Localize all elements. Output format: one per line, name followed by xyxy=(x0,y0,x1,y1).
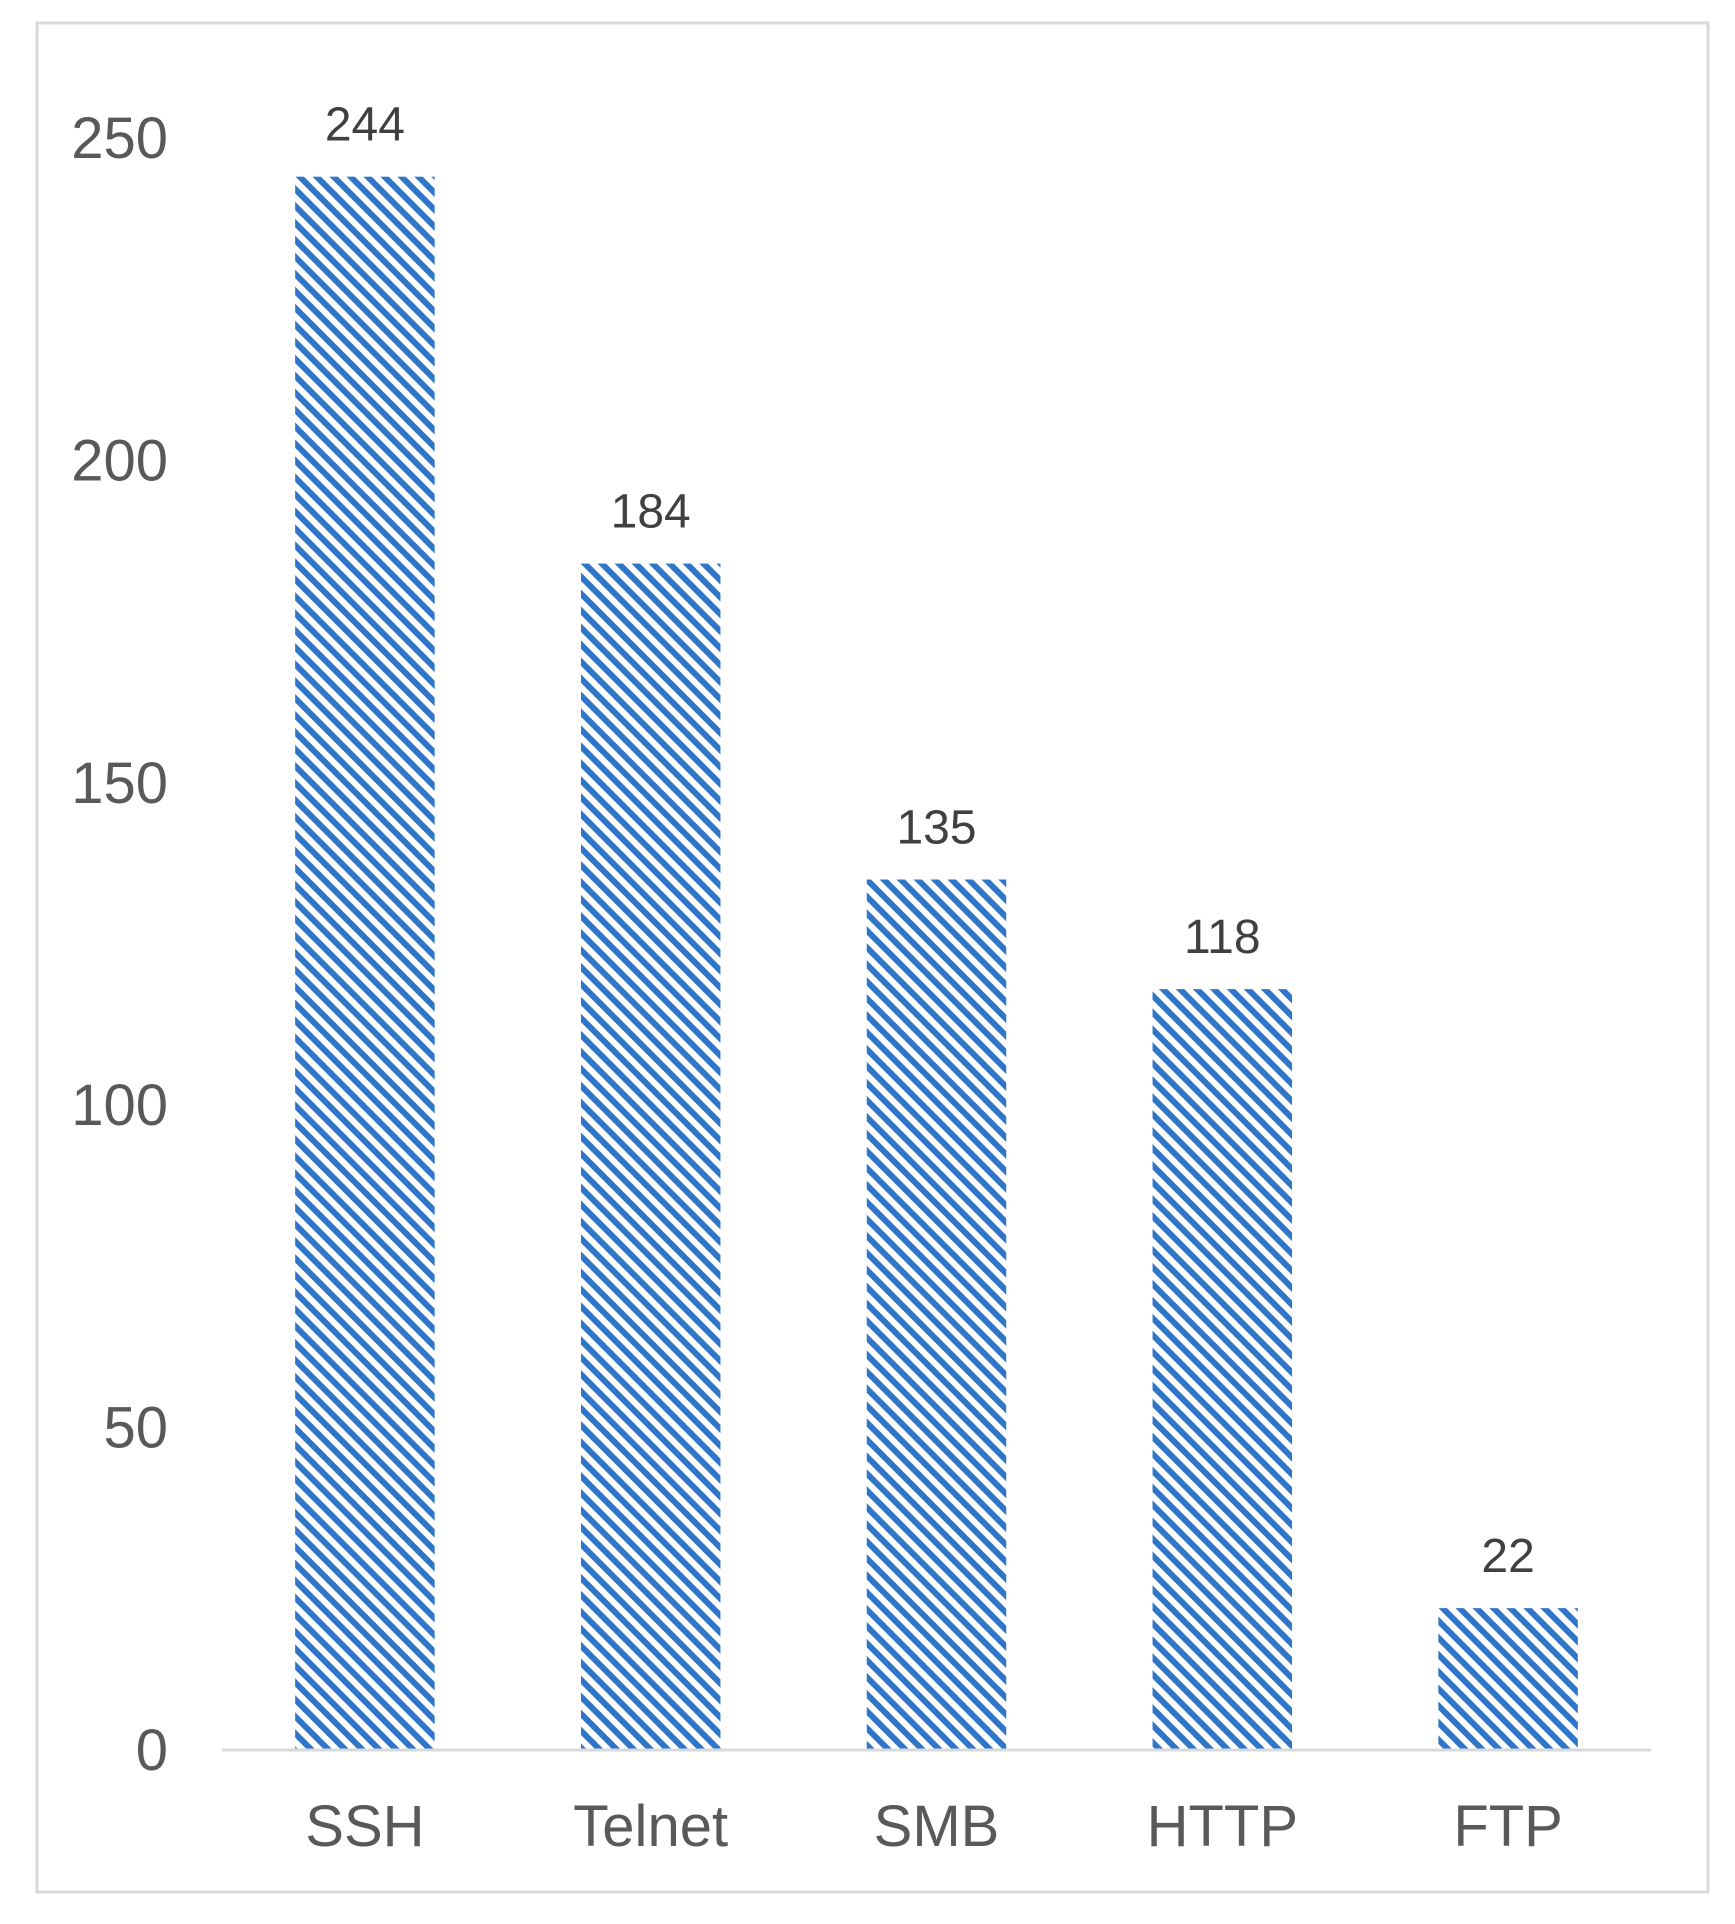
x-category-label: HTTP xyxy=(1147,1794,1298,1859)
data-label: 118 xyxy=(1184,911,1261,964)
y-tick-label: 0 xyxy=(136,1718,168,1783)
x-axis: SSH Telnet SMB HTTP FTP xyxy=(305,1794,1563,1859)
x-category-label: SMB xyxy=(874,1794,1000,1859)
bar-ftp xyxy=(1438,1608,1578,1750)
bars-group xyxy=(295,176,1578,1751)
data-label: 22 xyxy=(1481,1530,1534,1583)
y-tick-label: 250 xyxy=(71,106,168,171)
x-category-label: SSH xyxy=(305,1794,424,1859)
data-label: 244 xyxy=(325,99,405,152)
y-tick-label: 150 xyxy=(71,751,168,816)
y-axis: 0 50 100 150 200 250 xyxy=(71,106,168,1783)
x-category-label: Telnet xyxy=(573,1794,728,1859)
y-tick-label: 100 xyxy=(71,1073,168,1138)
y-tick-label: 50 xyxy=(103,1396,168,1461)
data-labels-group: 244 184 135 118 22 xyxy=(325,99,1535,1583)
data-label: 184 xyxy=(611,486,691,539)
data-label: 135 xyxy=(896,802,976,855)
bar-smb xyxy=(866,879,1007,1750)
bar-http xyxy=(1152,989,1293,1750)
bar-ssh xyxy=(295,176,435,1751)
bar-telnet xyxy=(580,563,721,1750)
x-category-label: FTP xyxy=(1453,1794,1563,1859)
y-tick-label: 200 xyxy=(71,428,168,493)
